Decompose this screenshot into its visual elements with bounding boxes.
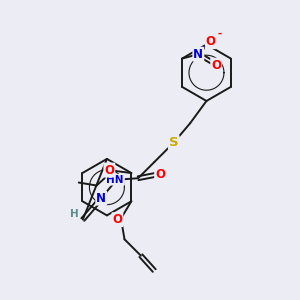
Text: O: O: [206, 35, 216, 48]
Text: O: O: [155, 168, 165, 181]
Text: O: O: [104, 164, 114, 177]
Text: S: S: [169, 136, 178, 149]
Text: +: +: [202, 42, 209, 51]
Text: H: H: [70, 209, 79, 219]
Text: N: N: [96, 192, 106, 205]
Text: O: O: [211, 58, 221, 72]
Text: -: -: [218, 28, 222, 38]
Text: O: O: [112, 213, 122, 226]
Text: N: N: [194, 48, 203, 61]
Text: HN: HN: [106, 175, 124, 185]
